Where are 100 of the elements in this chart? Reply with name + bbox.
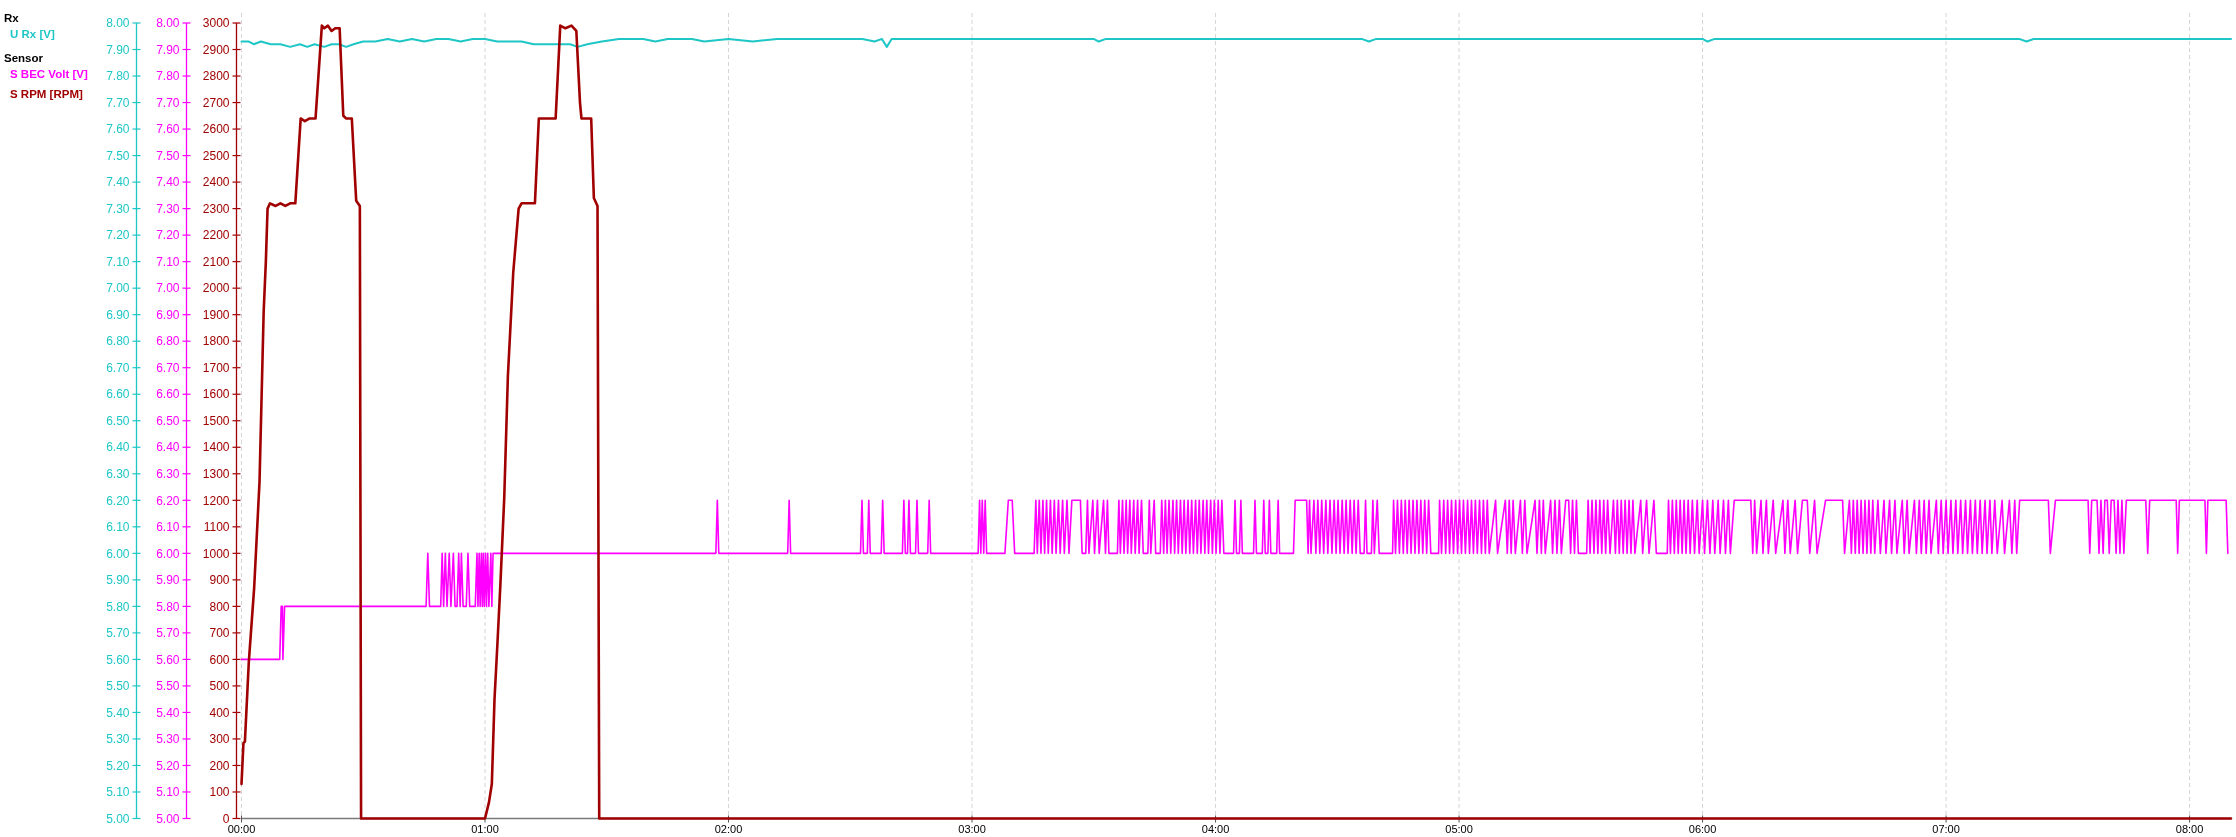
y-tick-label: 6.10 [106, 520, 130, 535]
y-tick-label: 5.90 [106, 573, 130, 588]
y-tick-label: 6.00 [106, 546, 130, 561]
y-tick-label: 7.10 [106, 254, 130, 269]
line-series [240, 499, 2229, 661]
y3-tick-label: 500 [209, 679, 230, 694]
text: Rx [4, 12, 20, 24]
line-series [240, 37, 2232, 48]
y3-tick-label: 2700 [202, 95, 230, 110]
y3-tick-label: 200 [209, 758, 230, 773]
y3-tick-label: 1400 [202, 440, 230, 455]
y2-tick-label: 6.10 [156, 520, 180, 535]
y-tick-label: 6.40 [106, 440, 130, 455]
y2-tick-label: 5.00 [156, 811, 180, 826]
y3-tick-label: 2000 [202, 281, 230, 296]
y2-tick-label: 5.50 [156, 679, 180, 694]
text: Sensor [4, 52, 44, 64]
y2-tick-label: 5.80 [156, 599, 180, 614]
y3-tick-label: 1200 [202, 493, 230, 508]
y-tick-label: 7.00 [106, 281, 130, 296]
y3-tick-label: 2400 [202, 175, 230, 190]
y-tick-label: 6.80 [106, 334, 130, 349]
y2-tick-label: 7.50 [156, 148, 180, 163]
y3-tick-label: 2200 [202, 228, 230, 243]
y-tick-label: 5.40 [106, 705, 130, 720]
y-tick-label: 5.10 [106, 785, 130, 800]
y2-tick-label: 7.80 [156, 69, 180, 84]
y2-tick-label: 5.30 [156, 732, 180, 747]
y-tick-label: 6.50 [106, 413, 130, 428]
y2-tick-label: 6.40 [156, 440, 180, 455]
x-tick-label: 04:00 [1201, 822, 1230, 835]
y2-tick-label: 5.60 [156, 652, 180, 667]
text: S BEC Volt [V] [10, 68, 88, 80]
y3-tick-label: 400 [209, 705, 230, 720]
y3-tick-label: 1000 [202, 546, 230, 561]
y3-tick-label: 800 [209, 599, 230, 614]
y3-tick-label: 1600 [202, 387, 230, 402]
y3-tick-label: 100 [209, 785, 230, 800]
y-tick-label: 5.20 [106, 758, 130, 773]
y2-tick-label: 5.40 [156, 705, 180, 720]
text: U Rx [V] [10, 28, 55, 40]
y2-tick-label: 7.00 [156, 281, 180, 296]
y-tick-label: 7.80 [106, 69, 130, 84]
y3-tick-label: 300 [209, 732, 230, 747]
y3-tick-label: 900 [209, 573, 230, 588]
y2-tick-label: 7.40 [156, 175, 180, 190]
y-tick-label: 5.00 [106, 811, 130, 826]
y3-tick-label: 2100 [202, 254, 230, 269]
x-tick-label: 02:00 [714, 822, 743, 835]
x-tick-label: 03:00 [958, 822, 986, 835]
y2-tick-label: 6.50 [156, 413, 180, 428]
y3-tick-label: 2600 [202, 122, 230, 137]
y2-tick-label: 6.90 [156, 307, 180, 322]
text: S RPM [RPM] [10, 88, 83, 100]
x-tick-label: 08:00 [2175, 822, 2204, 835]
x-tick-label: 07:00 [1932, 822, 1960, 835]
y2-tick-label: 6.00 [156, 546, 180, 561]
y2-tick-label: 7.30 [156, 201, 180, 216]
y2-tick-label: 7.90 [156, 42, 180, 57]
y-tick-label: 6.70 [106, 360, 130, 375]
y-tick-label: 5.50 [106, 679, 130, 694]
y2-tick-label: 5.20 [156, 758, 180, 773]
y-tick-label: 7.70 [106, 95, 130, 110]
y2-tick-label: 6.60 [156, 387, 180, 402]
y3-tick-label: 3000 [202, 16, 230, 31]
y3-tick-label: 1500 [202, 413, 230, 428]
y3-tick-label: 2500 [202, 148, 230, 163]
x-tick-label: 01:00 [471, 822, 499, 835]
y-tick-label: 7.90 [106, 42, 130, 57]
y-tick-label: 7.50 [106, 148, 130, 163]
y-tick-label: 6.60 [106, 387, 130, 402]
y-tick-label: 7.20 [106, 228, 130, 243]
y-tick-label: 5.80 [106, 599, 130, 614]
y3-tick-label: 1900 [202, 307, 230, 322]
y3-tick-label: 2300 [202, 201, 230, 216]
y2-tick-label: 7.10 [156, 254, 180, 269]
y2-tick-label: 7.20 [156, 228, 180, 243]
x-tick-label: 00:00 [227, 822, 256, 835]
y2-tick-label: 7.70 [156, 95, 180, 110]
y-tick-label: 7.40 [106, 175, 130, 190]
x-tick-label: 05:00 [1445, 822, 1473, 835]
y3-tick-label: 1300 [202, 466, 230, 481]
y-tick-label: 5.60 [106, 652, 130, 667]
y3-tick-label: 1100 [203, 520, 230, 535]
y3-tick-label: 2900 [202, 42, 230, 57]
y3-tick-label: 600 [209, 652, 230, 667]
x-tick-label: 06:00 [1688, 822, 1717, 835]
y-tick-label: 7.60 [106, 122, 130, 137]
y2-tick-label: 8.00 [156, 16, 180, 31]
y3-tick-label: 1700 [202, 360, 230, 375]
y2-tick-label: 5.70 [156, 626, 180, 641]
y2-tick-label: 6.20 [156, 493, 180, 508]
y2-tick-label: 6.70 [156, 360, 180, 375]
y-tick-label: 6.30 [106, 466, 130, 481]
y-tick-label: 8.00 [106, 16, 130, 31]
y2-tick-label: 6.80 [156, 334, 180, 349]
y3-tick-label: 1800 [202, 334, 230, 349]
y-tick-label: 5.30 [106, 732, 130, 747]
y2-tick-label: 5.90 [156, 573, 180, 588]
y-tick-label: 6.20 [106, 493, 130, 508]
